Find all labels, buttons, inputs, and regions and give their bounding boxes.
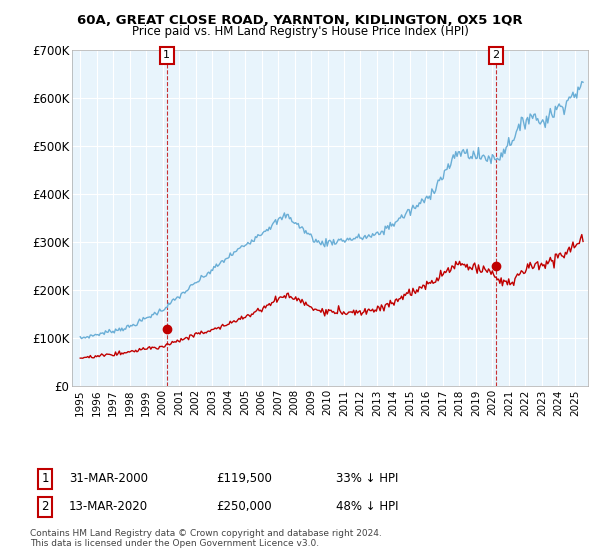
- Text: 2: 2: [41, 500, 49, 514]
- Legend: 60A, GREAT CLOSE ROAD, YARNTON, KIDLINGTON, OX5 1QR (detached house), HPI: Avera: 60A, GREAT CLOSE ROAD, YARNTON, KIDLINGT…: [78, 417, 534, 457]
- Text: 33% ↓ HPI: 33% ↓ HPI: [336, 472, 398, 486]
- Text: 13-MAR-2020: 13-MAR-2020: [69, 500, 148, 514]
- Text: £119,500: £119,500: [216, 472, 272, 486]
- Text: 60A, GREAT CLOSE ROAD, YARNTON, KIDLINGTON, OX5 1QR: 60A, GREAT CLOSE ROAD, YARNTON, KIDLINGT…: [77, 14, 523, 27]
- Text: 31-MAR-2000: 31-MAR-2000: [69, 472, 148, 486]
- Text: Price paid vs. HM Land Registry's House Price Index (HPI): Price paid vs. HM Land Registry's House …: [131, 25, 469, 38]
- Text: 2: 2: [492, 50, 499, 60]
- Text: 1: 1: [41, 472, 49, 486]
- Text: 1: 1: [163, 50, 170, 60]
- Text: 48% ↓ HPI: 48% ↓ HPI: [336, 500, 398, 514]
- Text: Contains HM Land Registry data © Crown copyright and database right 2024.
This d: Contains HM Land Registry data © Crown c…: [30, 529, 382, 548]
- Text: £250,000: £250,000: [216, 500, 272, 514]
